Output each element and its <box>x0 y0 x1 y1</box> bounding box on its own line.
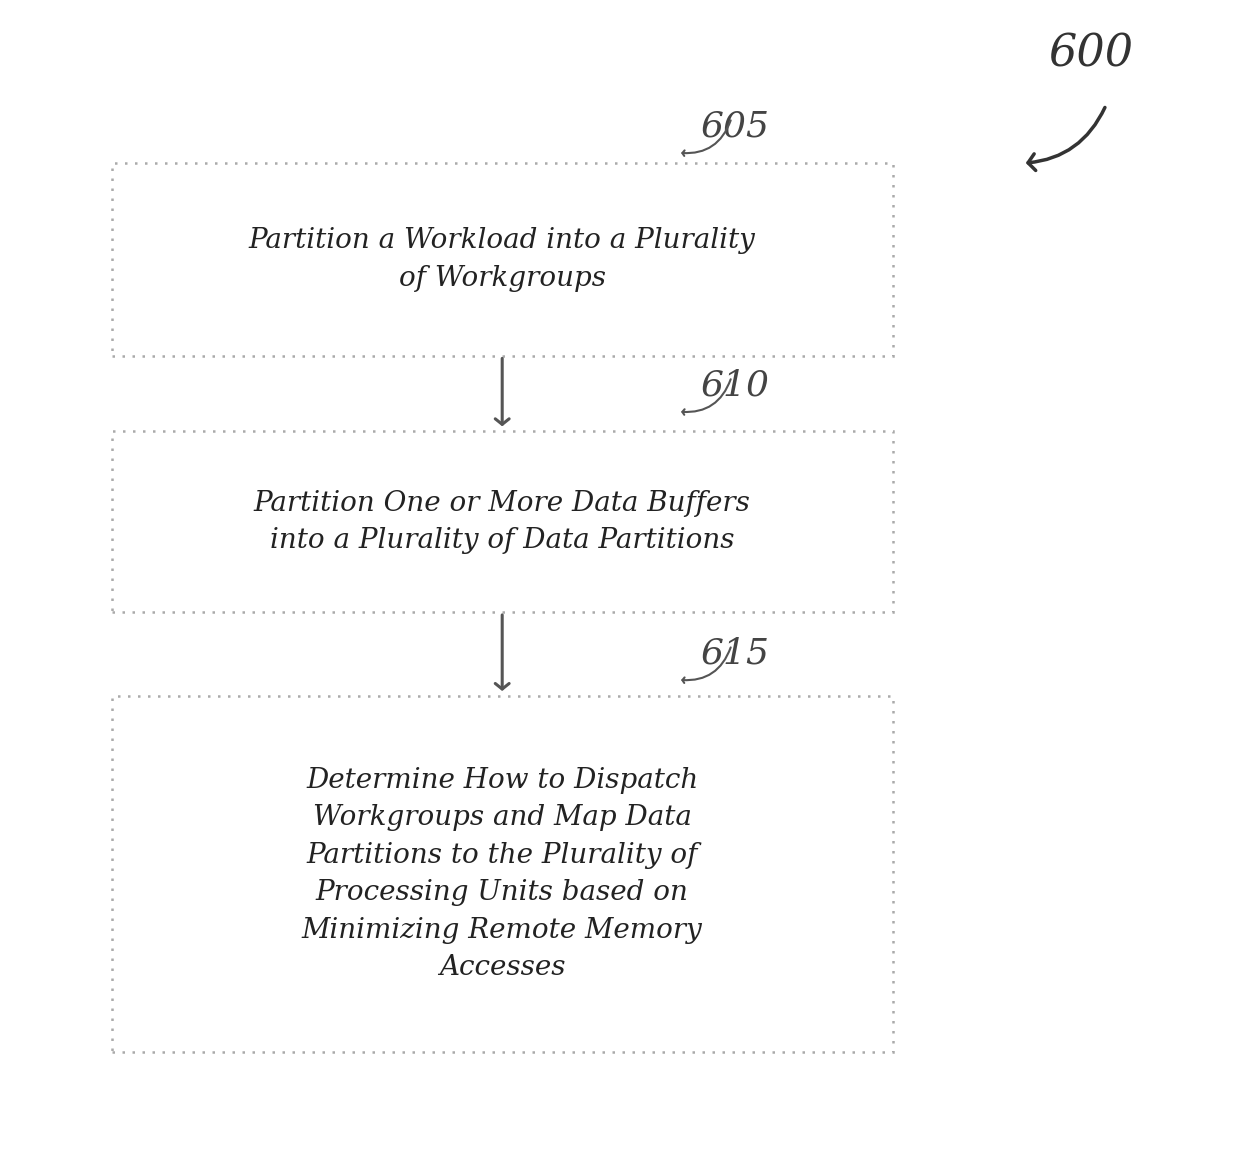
Text: 615: 615 <box>701 637 770 670</box>
Text: Determine How to Dispatch
Workgroups and Map Data
Partitions to the Plurality of: Determine How to Dispatch Workgroups and… <box>301 767 703 981</box>
FancyBboxPatch shape <box>112 696 893 1052</box>
Text: Partition a Workload into a Plurality
of Workgroups: Partition a Workload into a Plurality of… <box>249 227 755 292</box>
Text: 600: 600 <box>1049 33 1133 76</box>
FancyBboxPatch shape <box>112 431 893 612</box>
Text: Partition One or More Data Buffers
into a Plurality of Data Partitions: Partition One or More Data Buffers into … <box>254 490 750 554</box>
FancyBboxPatch shape <box>112 163 893 356</box>
Text: 605: 605 <box>701 110 770 143</box>
Text: 610: 610 <box>701 368 770 402</box>
